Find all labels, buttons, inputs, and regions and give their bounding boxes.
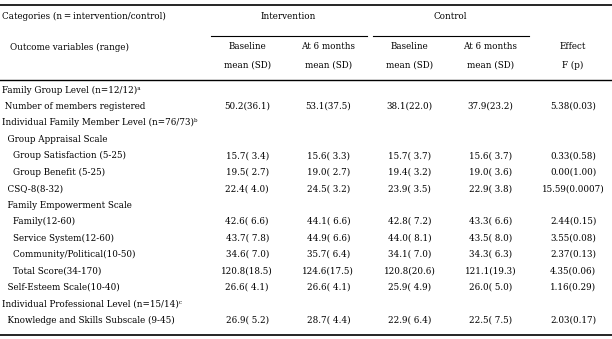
Text: 42.8( 7.2): 42.8( 7.2) bbox=[387, 217, 431, 226]
Text: 28.7( 4.4): 28.7( 4.4) bbox=[307, 316, 350, 325]
Text: 35.7( 6.4): 35.7( 6.4) bbox=[307, 250, 350, 259]
Text: Categories (n = intervention/control): Categories (n = intervention/control) bbox=[2, 12, 166, 21]
Text: mean (SD): mean (SD) bbox=[386, 61, 433, 70]
Text: 19.0( 2.7): 19.0( 2.7) bbox=[307, 167, 350, 177]
Text: 124.6(17.5): 124.6(17.5) bbox=[302, 266, 354, 275]
Text: Individual Professional Level (n=15/14)ᶜ: Individual Professional Level (n=15/14)ᶜ bbox=[2, 299, 182, 308]
Text: 50.2(36.1): 50.2(36.1) bbox=[224, 102, 271, 111]
Text: 43.5( 8.0): 43.5( 8.0) bbox=[469, 233, 512, 242]
Text: 19.4( 3.2): 19.4( 3.2) bbox=[388, 167, 431, 177]
Text: Total Score(34-170): Total Score(34-170) bbox=[2, 266, 102, 275]
Text: 34.6( 7.0): 34.6( 7.0) bbox=[226, 250, 269, 259]
Text: 43.3( 6.6): 43.3( 6.6) bbox=[469, 217, 512, 226]
Text: 120.8(18.5): 120.8(18.5) bbox=[222, 266, 273, 275]
Text: 26.6( 4.1): 26.6( 4.1) bbox=[307, 283, 350, 292]
Text: Effect: Effect bbox=[560, 42, 586, 52]
Text: 37.9(23.2): 37.9(23.2) bbox=[468, 102, 513, 111]
Text: 23.9( 3.5): 23.9( 3.5) bbox=[388, 184, 431, 193]
Text: Group Appraisal Scale: Group Appraisal Scale bbox=[2, 135, 108, 144]
Text: Knowledge and Skills Subscale (9-45): Knowledge and Skills Subscale (9-45) bbox=[2, 316, 175, 325]
Text: 43.7( 7.8): 43.7( 7.8) bbox=[226, 233, 269, 242]
Text: mean (SD): mean (SD) bbox=[223, 61, 271, 70]
Text: mean (SD): mean (SD) bbox=[467, 61, 514, 70]
Text: Control: Control bbox=[434, 12, 468, 21]
Text: Community/Political(10-50): Community/Political(10-50) bbox=[2, 250, 136, 259]
Text: 38.1(22.0): 38.1(22.0) bbox=[386, 102, 433, 111]
Text: Self-Esteem Scale(10-40): Self-Esteem Scale(10-40) bbox=[2, 283, 120, 292]
Text: 4.35(0.06): 4.35(0.06) bbox=[550, 266, 596, 275]
Text: 25.9( 4.9): 25.9( 4.9) bbox=[388, 283, 431, 292]
Text: 26.0( 5.0): 26.0( 5.0) bbox=[469, 283, 512, 292]
Text: 26.6( 4.1): 26.6( 4.1) bbox=[225, 283, 269, 292]
Text: 15.6( 3.7): 15.6( 3.7) bbox=[469, 151, 512, 160]
Text: 44.0( 8.1): 44.0( 8.1) bbox=[387, 233, 431, 242]
Text: 19.5( 2.7): 19.5( 2.7) bbox=[226, 167, 269, 177]
Text: CSQ-8(8-32): CSQ-8(8-32) bbox=[2, 184, 64, 193]
Text: 22.4( 4.0): 22.4( 4.0) bbox=[225, 184, 269, 193]
Text: 1.16(0.29): 1.16(0.29) bbox=[550, 283, 596, 292]
Text: 2.03(0.17): 2.03(0.17) bbox=[550, 316, 596, 325]
Text: 3.55(0.08): 3.55(0.08) bbox=[550, 233, 596, 242]
Text: 22.5( 7.5): 22.5( 7.5) bbox=[469, 316, 512, 325]
Text: 15.7( 3.7): 15.7( 3.7) bbox=[388, 151, 431, 160]
Text: 19.0( 3.6): 19.0( 3.6) bbox=[469, 167, 512, 177]
Text: Baseline: Baseline bbox=[390, 42, 428, 52]
Text: Family Empowerment Scale: Family Empowerment Scale bbox=[2, 201, 132, 210]
Text: 121.1(19.3): 121.1(19.3) bbox=[465, 266, 517, 275]
Text: 22.9( 3.8): 22.9( 3.8) bbox=[469, 184, 512, 193]
Text: 15.7( 3.4): 15.7( 3.4) bbox=[226, 151, 269, 160]
Text: Family Group Level (n=12/12)ᵃ: Family Group Level (n=12/12)ᵃ bbox=[2, 85, 141, 95]
Text: Baseline: Baseline bbox=[228, 42, 266, 52]
Text: 120.8(20.6): 120.8(20.6) bbox=[384, 266, 435, 275]
Text: F (p): F (p) bbox=[562, 61, 584, 70]
Text: 5.38(0.03): 5.38(0.03) bbox=[550, 102, 596, 111]
Text: 15.59(0.0007): 15.59(0.0007) bbox=[542, 184, 605, 193]
Text: 2.37(0.13): 2.37(0.13) bbox=[550, 250, 596, 259]
Text: Number of members registered: Number of members registered bbox=[2, 102, 146, 111]
Text: Intervention: Intervention bbox=[261, 12, 316, 21]
Text: 15.6( 3.3): 15.6( 3.3) bbox=[307, 151, 350, 160]
Text: At 6 months: At 6 months bbox=[463, 42, 518, 52]
Text: At 6 months: At 6 months bbox=[301, 42, 356, 52]
Text: Service System(12-60): Service System(12-60) bbox=[2, 233, 114, 242]
Text: Family(12-60): Family(12-60) bbox=[2, 217, 75, 226]
Text: Group Benefit (5-25): Group Benefit (5-25) bbox=[2, 167, 106, 177]
Text: 53.1(37.5): 53.1(37.5) bbox=[305, 102, 351, 111]
Text: Outcome variables (range): Outcome variables (range) bbox=[10, 42, 129, 52]
Text: 2.44(0.15): 2.44(0.15) bbox=[550, 217, 596, 226]
Text: 22.9( 6.4): 22.9( 6.4) bbox=[388, 316, 431, 325]
Text: 26.9( 5.2): 26.9( 5.2) bbox=[226, 316, 269, 325]
Text: mean (SD): mean (SD) bbox=[305, 61, 352, 70]
Text: 44.9( 6.6): 44.9( 6.6) bbox=[307, 233, 350, 242]
Text: 44.1( 6.6): 44.1( 6.6) bbox=[307, 217, 350, 226]
Text: 34.3( 6.3): 34.3( 6.3) bbox=[469, 250, 512, 259]
Text: 0.33(0.58): 0.33(0.58) bbox=[550, 151, 596, 160]
Text: 34.1( 7.0): 34.1( 7.0) bbox=[388, 250, 431, 259]
Text: 42.6( 6.6): 42.6( 6.6) bbox=[225, 217, 269, 226]
Text: Individual Family Member Level (n=76/73)ᵇ: Individual Family Member Level (n=76/73)… bbox=[2, 118, 198, 127]
Text: 24.5( 3.2): 24.5( 3.2) bbox=[307, 184, 350, 193]
Text: 0.00(1.00): 0.00(1.00) bbox=[550, 167, 596, 177]
Text: Group Satisfaction (5-25): Group Satisfaction (5-25) bbox=[2, 151, 127, 160]
